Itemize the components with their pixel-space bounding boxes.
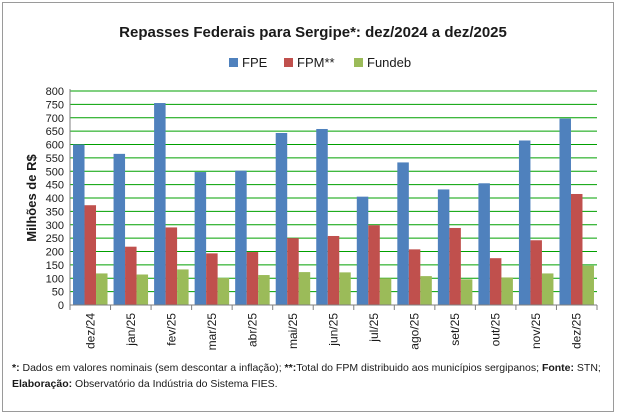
- bar-fpm: [368, 225, 380, 305]
- x-tick-label: out/25: [489, 313, 503, 347]
- footnote-mark-2: **:: [284, 362, 297, 374]
- bars: [73, 103, 594, 306]
- bar-fundeb: [460, 279, 473, 305]
- legend-swatch: [284, 58, 293, 67]
- x-axis-ticks: dez/24 jan/25 fev/25 mar/25 abr/25 mai/25 jun/…: [83, 313, 583, 351]
- x-tick-label: jan/25: [124, 313, 138, 347]
- bar-fpe: [113, 153, 126, 305]
- bar-fpe: [194, 172, 207, 305]
- bar-fpm: [246, 252, 259, 305]
- y-tick-label: 350: [46, 206, 64, 218]
- chart: Repasses Federais para Sergipe*: dez/202…: [24, 24, 598, 351]
- legend-swatch: [354, 58, 363, 67]
- axes: [69, 89, 598, 310]
- chart-frame: [2, 2, 614, 412]
- bar-fpe: [518, 140, 531, 305]
- y-axis-label: Milhões de R$: [24, 154, 39, 242]
- bar-fundeb: [379, 278, 392, 305]
- bar-fpm: [530, 240, 542, 305]
- bar-fpm: [489, 258, 502, 305]
- footnote-mark-1: *:: [12, 362, 20, 374]
- y-axis-ticks: 0501001502002503003504004505005506006507…: [46, 86, 64, 312]
- bar-fpm: [449, 227, 461, 305]
- bar-fundeb: [217, 277, 230, 305]
- legend-swatch: [229, 58, 238, 67]
- bar-fundeb: [136, 274, 149, 305]
- bar-fundeb: [420, 276, 432, 305]
- bar-fpe: [559, 118, 571, 306]
- legend-label: Fundeb: [367, 55, 411, 70]
- bar-fundeb: [177, 269, 189, 305]
- bar-fundeb: [541, 273, 554, 305]
- footnotes: *: Dados em valores nominais (sem descon…: [12, 360, 607, 392]
- bar-fundeb: [298, 272, 311, 305]
- bar-fpe: [356, 196, 369, 305]
- bar-fpm: [125, 246, 137, 305]
- bar-fundeb: [258, 275, 270, 305]
- bar-fpm: [206, 253, 218, 305]
- bar-fpe: [316, 128, 328, 305]
- x-tick-label: mar/25: [205, 313, 219, 351]
- bar-fpe: [478, 183, 490, 305]
- legend: FPE FPM** Fundeb: [229, 55, 411, 70]
- x-tick-label: set/25: [448, 313, 462, 346]
- y-tick-label: 700: [46, 113, 64, 125]
- footnote-text-2: Total do FPM distribuido aos municípios …: [296, 362, 542, 374]
- bar-fundeb: [96, 273, 108, 305]
- y-tick-label: 600: [46, 140, 64, 152]
- y-tick-label: 0: [58, 300, 64, 312]
- x-tick-label: jul/25: [367, 313, 381, 343]
- y-tick-label: 400: [46, 193, 64, 205]
- bar-fpm: [84, 205, 97, 305]
- bar-fundeb: [501, 277, 513, 305]
- y-tick-label: 500: [46, 166, 64, 178]
- y-tick-label: 250: [46, 233, 64, 245]
- x-tick-label: mai/25: [286, 313, 300, 349]
- x-tick-label: abr/25: [245, 313, 259, 347]
- x-tick-label: nov/25: [529, 313, 543, 349]
- x-tick-label: dez/24: [83, 313, 97, 349]
- footnote-line-2: Elaboração: Observatório da Indústria do…: [12, 376, 607, 392]
- y-tick-label: 650: [46, 126, 64, 138]
- y-tick-label: 100: [46, 273, 64, 285]
- legend-label: FPE: [242, 55, 268, 70]
- footnote-author-label: Elaboração:: [12, 378, 73, 390]
- y-tick-label: 300: [46, 220, 64, 232]
- bar-fpe: [235, 170, 247, 305]
- bar-fpm: [408, 249, 421, 305]
- y-tick-label: 750: [46, 99, 64, 111]
- bar-fundeb: [582, 265, 594, 305]
- y-tick-label: 800: [46, 86, 64, 98]
- legend-label: FPM**: [297, 55, 335, 70]
- y-tick-label: 150: [46, 260, 64, 272]
- x-tick-label: jun/25: [327, 313, 341, 347]
- bar-fpm: [327, 235, 340, 305]
- x-tick-label: ago/25: [408, 313, 422, 350]
- bar-fpe: [275, 132, 288, 305]
- bar-fpe: [154, 103, 166, 305]
- footnote-author-text: Observatório da Indústria do Sistema FIE…: [72, 378, 278, 390]
- footnote-line-1: *: Dados em valores nominais (sem descon…: [12, 360, 607, 376]
- y-tick-label: 550: [46, 153, 64, 165]
- x-tick-label: dez/25: [570, 313, 584, 349]
- bar-fpe: [437, 189, 450, 305]
- bar-fpm: [570, 193, 583, 305]
- footnote-source-label: Fonte:: [541, 362, 575, 374]
- y-tick-label: 200: [46, 247, 64, 259]
- y-tick-label: 50: [52, 287, 64, 299]
- footnote-text-1: Dados em valores nominais (sem descontar…: [19, 362, 285, 374]
- bar-fpe: [73, 144, 85, 305]
- bar-fundeb: [339, 272, 351, 305]
- bar-fpm: [287, 238, 299, 305]
- footnote-source-text: STN;: [574, 362, 601, 374]
- y-tick-label: 450: [46, 180, 64, 192]
- x-tick-label: fev/25: [164, 313, 178, 346]
- bar-fpe: [397, 162, 409, 305]
- chart-title: Repasses Federais para Sergipe*: dez/202…: [119, 24, 507, 41]
- bar-fpm: [165, 227, 178, 305]
